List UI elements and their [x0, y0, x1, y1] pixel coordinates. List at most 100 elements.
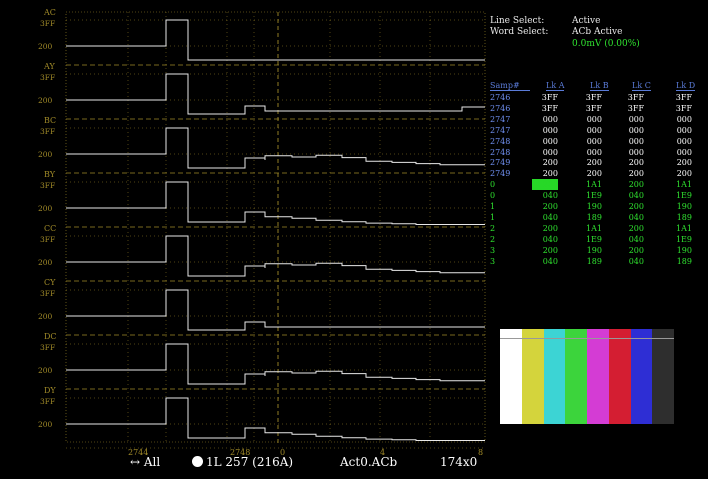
- sample-value: 190: [586, 202, 602, 211]
- sample-value: 200: [542, 169, 558, 179]
- word-select-label: Word Select:: [490, 27, 549, 37]
- table-row: 0 040 1E9 040 1E9: [490, 190, 696, 201]
- level-label-mid: 200: [38, 42, 53, 51]
- table-row: 2748 000 000 000 000: [490, 147, 696, 158]
- level-label-top: 3FF: [40, 19, 55, 28]
- sample-value: 040: [542, 256, 558, 266]
- format-readout: Act0.ACb: [340, 455, 398, 469]
- sample-value: 000: [676, 125, 692, 135]
- sample-value: 040: [542, 191, 558, 201]
- level-label-top: 3FF: [40, 73, 55, 82]
- sample-value: 000: [542, 147, 558, 157]
- sample-value: 000: [628, 147, 644, 157]
- sample-number: 2749: [490, 158, 511, 168]
- sample-value: 189: [676, 212, 692, 222]
- sample-value: 040: [628, 212, 644, 222]
- header-lk-d: Lk D: [676, 81, 696, 91]
- sample-value: 190: [676, 245, 692, 255]
- sample-value: 040: [628, 191, 644, 201]
- sample-number: 3: [490, 256, 496, 266]
- sample-value: 200: [628, 202, 644, 211]
- sample-value: 200: [628, 169, 644, 179]
- clock-icon: [192, 456, 203, 467]
- sample-value: 200: [542, 245, 558, 255]
- level-label-top: 3FF: [40, 343, 55, 352]
- sample-value: 3FF: [675, 93, 692, 102]
- level-label-mid: 200: [38, 96, 53, 105]
- level-label-top: 3FF: [40, 397, 55, 406]
- sample-value: 000: [676, 136, 692, 146]
- color-bar: [500, 329, 522, 424]
- line-number: 1L 257 (216A): [206, 455, 294, 469]
- color-bar: [543, 329, 566, 424]
- sample-number: 2747: [490, 125, 511, 135]
- trace: [66, 127, 485, 169]
- table-row: 2 040 1E9 040 1E9: [490, 234, 696, 245]
- level-label-mid: 200: [38, 150, 53, 159]
- sample-value: 200: [586, 169, 602, 179]
- sample-number: 2748: [490, 136, 511, 146]
- sample-value: 1E9: [585, 234, 602, 244]
- display-mode[interactable]: ↔ All: [130, 455, 161, 469]
- sample-value: 200: [628, 158, 644, 168]
- trace: [66, 235, 485, 277]
- sample-value: 000: [586, 125, 602, 135]
- sample-number: 2746: [490, 93, 511, 102]
- sample-value: 200: [628, 180, 644, 190]
- line-select-value: Active: [572, 16, 601, 26]
- table-row: 2746 3FF 3FF 3FF 3FF: [490, 103, 696, 114]
- channel-label: CY: [44, 278, 56, 287]
- line-indicator[interactable]: 1L 257 (216A): [192, 455, 293, 469]
- sample-value: 200: [532, 179, 558, 191]
- channel-label: CC: [44, 224, 56, 233]
- color-bar: [652, 329, 674, 424]
- size-readout: 174x0: [440, 455, 478, 469]
- table-row: 2749 200 200 200 200: [490, 157, 696, 168]
- header-lk-a: Lk A: [546, 81, 565, 91]
- trace: [66, 19, 485, 61]
- header-lk-c: Lk C: [632, 81, 651, 91]
- color-bar: [587, 329, 609, 424]
- sample-value: 200: [676, 158, 692, 168]
- level-label-mid: 200: [38, 312, 53, 321]
- sample-number: 0: [490, 191, 496, 201]
- table-row: 2746 3FF 3FF 3FF 3FF: [490, 92, 696, 103]
- sample-number: 2: [490, 223, 496, 233]
- sample-value: 000: [542, 114, 558, 124]
- header-samp: Samp#: [490, 81, 530, 91]
- sample-value: 200: [586, 158, 602, 168]
- channel-label: BY: [44, 170, 56, 179]
- sample-value: 000: [542, 125, 558, 135]
- sample-number: 2749: [490, 169, 511, 179]
- color-bar-preview: [500, 329, 674, 424]
- sample-value: 189: [676, 256, 692, 266]
- color-bar: [608, 329, 631, 424]
- bar-marker-line: [500, 338, 674, 339]
- sample-value: 1A1: [676, 223, 692, 233]
- color-bar: [565, 329, 587, 424]
- sample-value: 000: [628, 125, 644, 135]
- sample-value: 189: [586, 212, 602, 222]
- sample-value: 040: [542, 212, 558, 222]
- level-label-top: 3FF: [40, 289, 55, 298]
- sample-value: 040: [628, 234, 644, 244]
- sample-value: 3FF: [585, 93, 602, 102]
- sample-value: 000: [586, 114, 602, 124]
- level-label-mid: 200: [38, 258, 53, 267]
- level-label-top: 3FF: [40, 235, 55, 244]
- word-select-value: ACb Active: [572, 27, 623, 37]
- channel-label: AY: [43, 62, 55, 71]
- sample-value: 1A1: [676, 180, 692, 190]
- x-tick-label: 2744: [128, 448, 148, 457]
- sample-number: 2: [490, 234, 496, 244]
- sample-value: 200: [628, 223, 644, 233]
- color-bar: [630, 329, 653, 424]
- sample-value: 1E9: [675, 234, 692, 244]
- x-tick-label: 8: [478, 448, 483, 457]
- sample-value: 3FF: [627, 93, 644, 102]
- table-row: 1 200 190 200 190: [490, 201, 696, 212]
- sample-value: 1E9: [675, 191, 692, 201]
- line-select-label: Line Select:: [490, 16, 545, 26]
- level-label-top: 3FF: [40, 127, 55, 136]
